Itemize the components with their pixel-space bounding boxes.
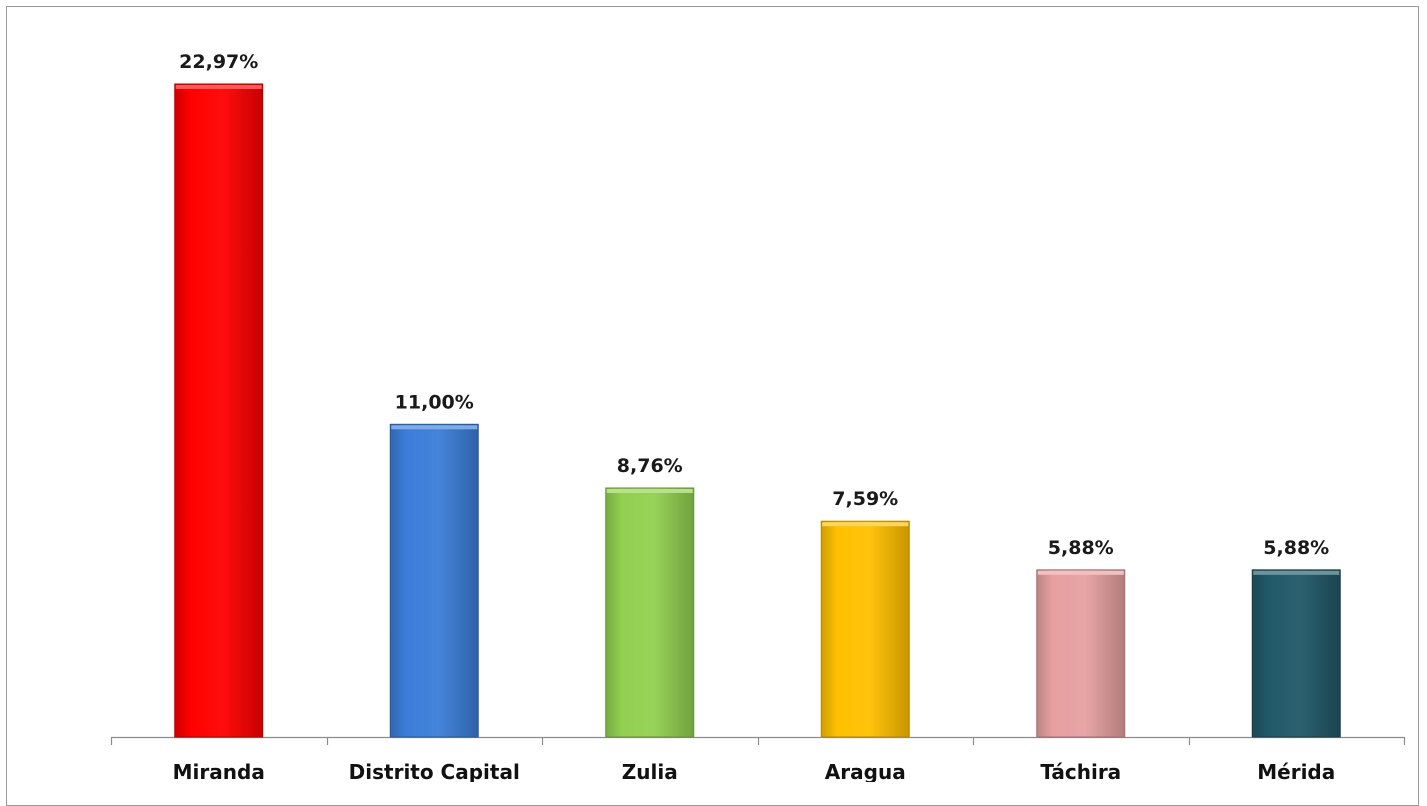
bar-bevel [175,85,262,89]
data-label: 7,59% [832,488,898,510]
bar-distrito-capital [389,423,479,738]
data-label: 5,88% [1263,537,1329,559]
bar-táchira [1036,569,1126,738]
x-tick-label: Mérida [1257,760,1335,782]
x-tick-label: Aragua [825,760,906,782]
bar-zulia [605,487,695,738]
bar-mérida [1251,569,1341,738]
data-label: 22,97% [179,51,258,73]
bar-chart: 22,97% Miranda 11,00% Distrito Capital 8,76%… [110,51,1406,782]
bars [174,83,1341,738]
bar-aragua [820,520,910,738]
bar-miranda [174,83,264,738]
x-tick-label: Zulia [622,760,678,782]
data-label: 8,76% [617,455,683,477]
x-tick-label: Miranda [173,760,265,782]
bar-bevel [822,522,909,527]
data-label: 11,00% [395,391,474,413]
bar-bevel [1253,570,1340,575]
bar-bevel [606,488,693,493]
bar-bevel [391,425,478,430]
x-axis [110,736,1406,745]
x-tick-label: Táchira [1040,760,1121,782]
labels: 22,97% Miranda 11,00% Distrito Capital 8,76%… [173,51,1336,782]
data-label: 5,88% [1048,537,1114,559]
x-tick-label: Distrito Capital [349,760,520,782]
bar-bevel [1037,570,1124,575]
